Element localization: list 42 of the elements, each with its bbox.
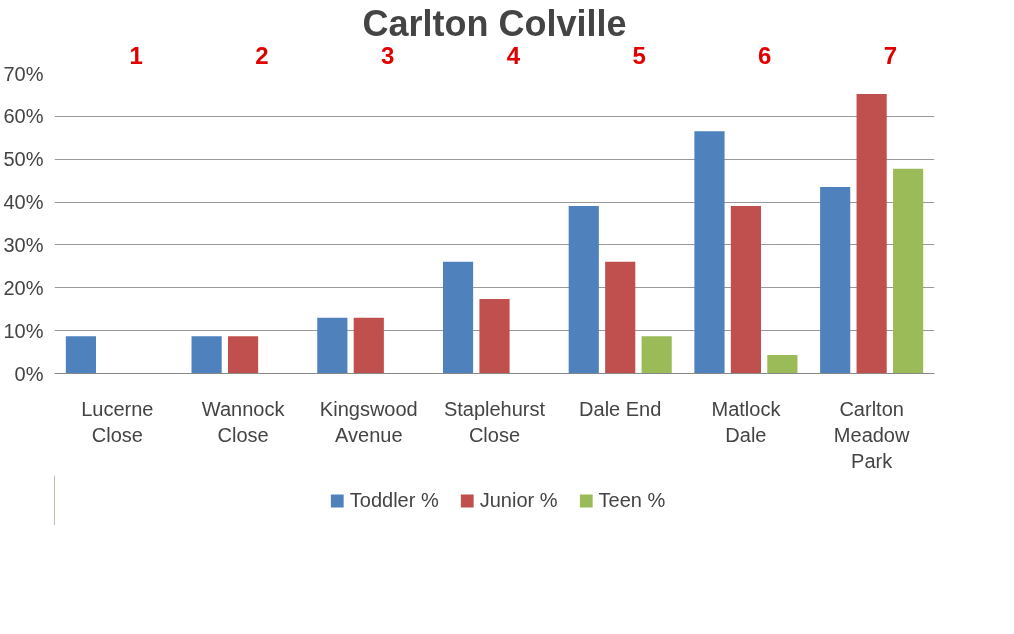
x-tick-label: Carlton Meadow Park	[833, 397, 910, 473]
bar	[820, 187, 851, 374]
text: 6	[758, 41, 772, 69]
bar	[856, 94, 887, 374]
text: 4	[506, 41, 521, 69]
bar	[730, 205, 762, 374]
x-tick-label: Wannock Close	[201, 397, 286, 446]
y-tick-label: 50%	[3, 148, 44, 171]
x-tick-label: Dale End	[579, 397, 662, 420]
y-tick-label: 40%	[3, 191, 44, 214]
text: 7	[883, 41, 898, 69]
text: 1	[129, 41, 143, 69]
bar	[317, 317, 348, 374]
bar	[893, 168, 924, 374]
bar	[767, 355, 798, 374]
text: 3	[380, 41, 395, 69]
x-tick-label: Lucerne Close	[81, 397, 154, 446]
bar	[65, 336, 96, 374]
bar	[605, 261, 636, 374]
bar	[227, 336, 259, 374]
y-tick-label: 20%	[3, 276, 44, 299]
y-tick-label: 60%	[3, 105, 44, 128]
bar	[191, 336, 222, 374]
y-tick-label: 30%	[3, 233, 44, 256]
text: 2	[255, 41, 269, 69]
x-tick-label: Matlock Dale	[711, 397, 782, 446]
y-tick-label: 10%	[3, 319, 44, 342]
legend-label: Junior %	[479, 488, 558, 512]
bar	[694, 131, 725, 374]
bar	[479, 298, 510, 374]
x-tick-label: Staplehurst Close	[443, 397, 546, 446]
y-tick-label: 70%	[3, 62, 44, 85]
legend-label: Toddler %	[349, 488, 439, 512]
chart-title: Carlton Colville	[362, 2, 627, 44]
bar	[442, 261, 474, 374]
bar	[353, 317, 384, 374]
bar	[568, 205, 599, 374]
x-tick-label: Kingswood Avenue	[319, 397, 418, 446]
bar	[641, 336, 672, 374]
text: 5	[632, 41, 646, 69]
legend-label: Teen %	[598, 488, 666, 512]
y-tick-label: 0%	[14, 362, 44, 385]
